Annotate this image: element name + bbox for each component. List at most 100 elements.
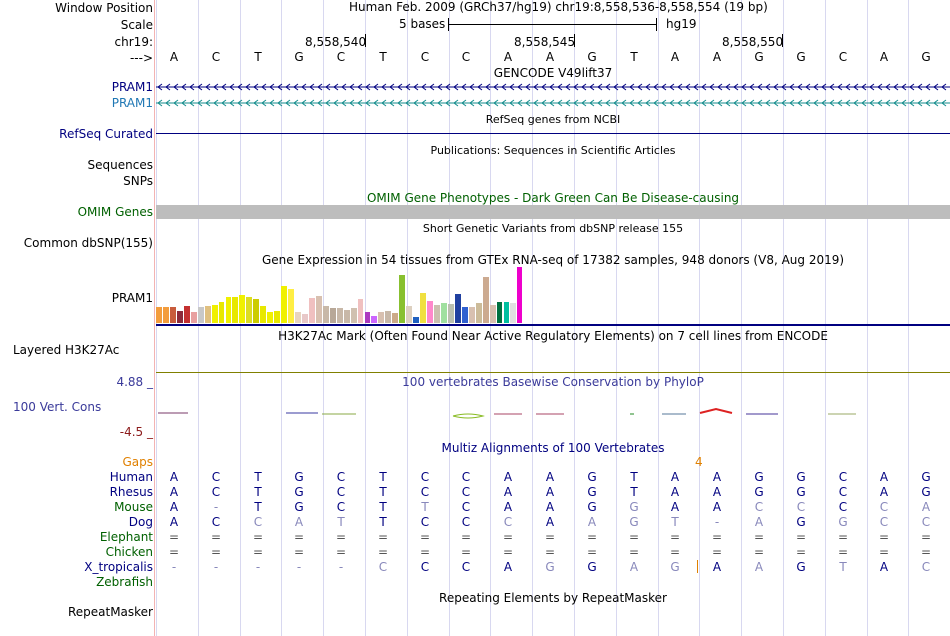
base-letter: T [379, 50, 387, 64]
gtex-tissue-bar[interactable] [281, 286, 288, 323]
gtex-tissue-bar[interactable] [322, 306, 329, 323]
gtex-tissue-bar[interactable] [503, 302, 510, 323]
strand-chevron [893, 83, 899, 91]
gtex-tissue-bar[interactable] [447, 304, 454, 323]
gtex-tissue-bar[interactable] [357, 299, 364, 323]
gencode-item-label[interactable]: PRAM1 [111, 80, 153, 94]
gtex-tissue-bar[interactable] [496, 302, 503, 323]
gtex-tissue-bar[interactable] [392, 313, 399, 323]
refseq-track-title: RefSeq genes from NCBI [485, 113, 621, 126]
species-label[interactable]: Human [109, 470, 153, 484]
gtex-tissue-bar[interactable] [315, 296, 322, 323]
gtex-tissue-bar[interactable] [461, 307, 468, 323]
gtex-track-title: Gene Expression in 54 tissues from GTEx … [261, 253, 845, 267]
gtex-tissue-bar[interactable] [343, 310, 350, 323]
species-label[interactable]: Chicken [105, 545, 153, 559]
gtex-tissue-bar[interactable] [329, 308, 336, 323]
gtex-tissue-bar[interactable] [204, 306, 211, 323]
repeat-track-label[interactable]: RepeatMasker [67, 605, 153, 619]
strand-chevron [685, 99, 691, 107]
gtex-tissue-bar[interactable] [169, 307, 176, 323]
gtex-tissue-bar[interactable] [364, 312, 371, 323]
gtex-tissue-bar[interactable] [427, 301, 433, 323]
pubs-track-label-2[interactable]: SNPs [123, 174, 153, 188]
gtex-tissue-bar[interactable] [156, 307, 162, 323]
gtex-tissue-bar[interactable] [489, 305, 496, 323]
gtex-tissue-bar[interactable] [253, 299, 260, 323]
strand-chevron [685, 83, 691, 91]
strand-chevron [549, 83, 555, 91]
gtex-track-label[interactable]: PRAM1 [111, 291, 153, 305]
strand-chevron [789, 83, 795, 91]
species-label[interactable]: Elephant [99, 530, 153, 544]
omim-track-label[interactable]: OMIM Genes [77, 205, 153, 219]
strand-chevron [605, 83, 611, 91]
gtex-tissue-bar[interactable] [288, 289, 294, 323]
species-label[interactable]: Zebrafish [96, 575, 153, 589]
gencode-gene-lines[interactable] [156, 82, 950, 110]
gtex-tissue-bar[interactable] [406, 306, 413, 323]
gtex-tissue-bar[interactable] [225, 297, 232, 323]
refseq-gene-line[interactable] [156, 133, 950, 134]
gtex-tissue-bar[interactable] [378, 312, 385, 323]
base-guide-line [574, 0, 575, 636]
species-label[interactable]: Mouse [114, 500, 153, 514]
gtex-tissue-bar[interactable] [371, 316, 378, 323]
gtex-tissue-bar[interactable] [413, 317, 420, 323]
gaps-label[interactable]: Gaps [122, 455, 153, 469]
species-label[interactable]: Dog [128, 515, 153, 529]
gtex-tissue-bar[interactable] [183, 306, 190, 323]
gtex-tissue-bar[interactable] [218, 302, 225, 323]
gtex-tissue-bar[interactable] [510, 303, 517, 323]
gtex-tissue-bar[interactable] [440, 303, 447, 323]
dbsnp-track-label[interactable]: Common dbSNP(155) [23, 236, 153, 250]
phylop-track-label[interactable]: 100 Vert. Cons [13, 400, 102, 414]
gtex-tissue-bar[interactable] [420, 293, 427, 323]
gtex-tissue-bar[interactable] [162, 307, 169, 323]
gtex-tissue-bar[interactable] [301, 314, 308, 323]
gtex-tissue-bar[interactable] [239, 295, 246, 323]
gtex-tissue-bar[interactable] [350, 308, 357, 323]
strand-chevron [533, 83, 539, 91]
gtex-tissue-bar[interactable] [454, 294, 461, 323]
gtex-tissue-bar[interactable] [232, 297, 239, 323]
assembly-position-text[interactable]: Human Feb. 2009 (GRCh37/hg19) chr19:8,55… [349, 0, 768, 14]
aligned-base: A [503, 560, 513, 574]
gtex-tissue-bar[interactable] [190, 312, 197, 323]
gtex-tissue-bar[interactable] [197, 307, 204, 323]
strand-chevron [197, 99, 203, 107]
gtex-tissue-bar[interactable] [475, 303, 482, 323]
h3k27-track-label[interactable]: Layered H3K27Ac [13, 343, 120, 357]
gtex-tissue-bar[interactable] [260, 306, 267, 323]
gtex-tissue-bar[interactable] [399, 275, 406, 323]
gtex-tissue-bar[interactable] [295, 312, 301, 323]
gtex-tissue-bar[interactable] [274, 311, 281, 323]
gtex-tissue-bar[interactable] [434, 305, 440, 323]
refseq-track-label[interactable]: RefSeq Curated [59, 127, 153, 141]
strand-chevron [781, 83, 787, 91]
aligned-base: = [419, 545, 431, 559]
strand-chevron [557, 99, 563, 107]
strand-chevron [933, 83, 939, 91]
gtex-tissue-bar[interactable] [468, 307, 475, 323]
gtex-tissue-bar[interactable] [308, 298, 315, 323]
gtex-tissue-bar[interactable] [176, 311, 183, 323]
gtex-tissue-bar[interactable] [385, 311, 392, 323]
species-label[interactable]: X_tropicalis [84, 560, 153, 574]
strand-chevron [333, 83, 339, 91]
scale-bar [448, 24, 657, 25]
gtex-tissue-bar[interactable] [246, 297, 253, 323]
gtex-tissue-bar[interactable] [517, 267, 523, 323]
strand-chevron [381, 99, 387, 107]
gtex-tissue-bar[interactable] [267, 312, 274, 323]
gtex-tissue-bar[interactable] [211, 305, 218, 323]
aligned-base: C [461, 500, 471, 514]
species-label[interactable]: Rhesus [109, 485, 153, 499]
omim-gene-bar[interactable] [156, 205, 950, 219]
gtex-tissue-bar[interactable] [482, 277, 489, 323]
strand-chevron [733, 99, 739, 107]
gtex-tissue-bar[interactable] [336, 308, 343, 323]
pubs-track-label-1[interactable]: Sequences [87, 158, 153, 172]
gencode-item-label[interactable]: PRAM1 [111, 96, 153, 110]
strand-chevron [389, 83, 395, 91]
